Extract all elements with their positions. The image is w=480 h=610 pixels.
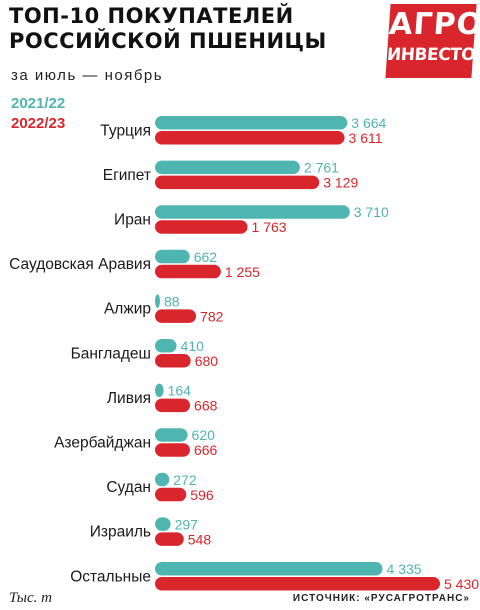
value-label-series1-cat-7: 620 <box>192 427 216 443</box>
value-label-series2-cat-8: 596 <box>190 487 214 503</box>
bar-series1-cat-6 <box>155 383 164 398</box>
category-label-cat-1: Египет <box>103 167 151 184</box>
value-label-series1-cat-1: 2 761 <box>304 160 339 176</box>
bar-series1-cat-10 <box>155 562 383 576</box>
value-label-series1-cat-5: 410 <box>181 338 205 354</box>
value-label-series2-cat-10: 5 430 <box>444 576 479 592</box>
bar-series1-cat-5 <box>155 339 177 353</box>
bar-series2-cat-7 <box>155 443 190 457</box>
value-label-series1-cat-6: 164 <box>168 383 192 399</box>
legend-entry-2022-23: 2022/23 <box>11 115 66 132</box>
value-label-series1-cat-4: 88 <box>164 293 180 309</box>
category-label-cat-6: Ливия <box>107 390 151 407</box>
value-label-series2-cat-0: 3 611 <box>349 130 383 146</box>
value-label-series2-cat-1: 3 129 <box>323 175 358 191</box>
value-label-series2-cat-4: 782 <box>200 308 224 324</box>
chart-subtitle: за июль — ноябрь <box>11 67 164 84</box>
bar-series1-cat-2 <box>155 205 350 219</box>
title-line-1: ТОП-10 ПОКУПАТЕЛЕЙ <box>9 4 294 28</box>
bar-series1-cat-7 <box>155 428 188 442</box>
bar-series2-cat-0 <box>155 131 345 145</box>
value-label-series1-cat-8: 272 <box>173 472 197 488</box>
value-label-series2-cat-7: 666 <box>194 442 218 458</box>
value-label-series1-cat-3: 662 <box>194 249 218 265</box>
category-label-cat-10: Остальные <box>70 568 151 585</box>
value-label-series2-cat-5: 680 <box>195 353 219 369</box>
bar-series1-cat-4 <box>155 294 160 308</box>
category-label-cat-4: Алжир <box>104 301 151 318</box>
category-label-cat-0: Турция <box>100 122 151 139</box>
value-label-series2-cat-9: 548 <box>188 531 212 547</box>
value-label-series1-cat-0: 3 664 <box>351 115 386 131</box>
category-label-cat-8: Судан <box>106 479 151 496</box>
value-label-series2-cat-6: 668 <box>194 398 218 414</box>
bar-series2-cat-4 <box>155 309 197 323</box>
value-label-series2-cat-2: 1 763 <box>252 219 287 235</box>
unit-label: Тыс. т <box>9 590 52 606</box>
bar-series1-cat-3 <box>155 249 190 264</box>
category-label-cat-7: Азербайджан <box>54 434 151 451</box>
category-label-cat-2: Иран <box>114 211 151 228</box>
bar-series2-cat-6 <box>155 398 191 413</box>
category-label-cat-3: Саудовская Аравия <box>9 256 151 273</box>
value-label-series1-cat-10: 4 335 <box>387 561 422 577</box>
title-line-2: РОССИЙСКОЙ ПШЕНИЦЫ <box>9 29 327 53</box>
bar-series2-cat-1 <box>155 175 320 190</box>
bar-series2-cat-10 <box>155 577 440 591</box>
source-note: ИСТОЧНИК: «РУСАГРОТРАНС» <box>292 593 470 604</box>
bar-series1-cat-9 <box>155 517 171 531</box>
value-label-series2-cat-3: 1 255 <box>225 264 260 280</box>
bar-series2-cat-5 <box>155 354 191 368</box>
bar-series2-cat-8 <box>155 487 187 502</box>
legend-entry-2021-22: 2021/22 <box>11 95 66 112</box>
chart-legend: 2021/22 2022/23 <box>11 94 65 134</box>
bar-series2-cat-9 <box>155 532 184 546</box>
bar-series2-cat-2 <box>155 220 248 234</box>
bar-series1-cat-8 <box>155 472 170 487</box>
value-label-series1-cat-2: 3 710 <box>354 204 389 220</box>
page-title: ТОП-10 ПОКУПАТЕЛЕЙ РОССИЙСКОЙ ПШЕНИЦЫ <box>9 4 327 54</box>
value-label-series1-cat-9: 297 <box>175 516 199 532</box>
category-label-cat-9: Израиль <box>90 524 151 541</box>
bar-series1-cat-0 <box>155 116 348 130</box>
category-label-cat-5: Бангладеш <box>71 345 151 362</box>
bar-series1-cat-1 <box>155 160 300 175</box>
bar-series2-cat-3 <box>155 264 221 279</box>
